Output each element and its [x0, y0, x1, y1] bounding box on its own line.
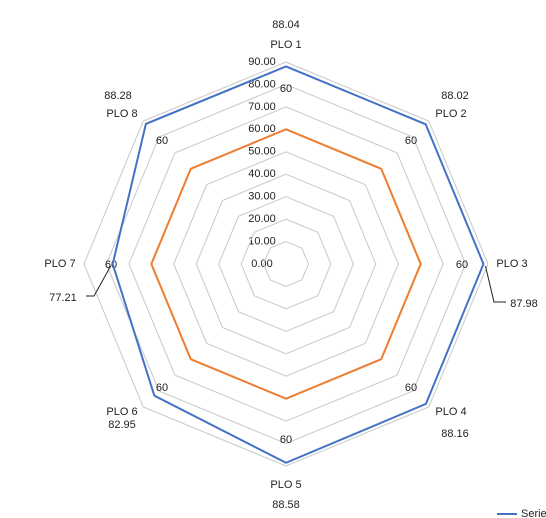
data-label: 87.98	[510, 298, 538, 310]
data-label: 88.02	[441, 90, 469, 102]
r-tick-label: 50.00	[248, 146, 276, 158]
grid-line	[195, 173, 377, 355]
data-label: 82.95	[108, 419, 136, 431]
category-label: PLO 2	[435, 108, 466, 120]
data-label: 77.21	[49, 292, 77, 304]
data-label: 88.58	[272, 499, 300, 511]
r-tick-label: 10.00	[248, 235, 276, 247]
data-label: 60	[280, 434, 292, 446]
grid-line	[128, 106, 444, 422]
data-label: 60	[456, 259, 468, 271]
r-tick-label: 30.00	[248, 191, 276, 203]
r-tick-label: 90.00	[248, 56, 276, 68]
leader-line	[484, 265, 506, 303]
legend-label: Series1	[521, 508, 546, 518]
series-line	[111, 65, 485, 464]
category-label: PLO 1	[270, 39, 301, 51]
data-label: 60	[405, 382, 417, 394]
series-line	[150, 128, 422, 400]
grid-line	[240, 218, 332, 310]
data-label: 88.04	[272, 19, 300, 31]
data-label: 60	[156, 382, 168, 394]
data-label: 60	[405, 135, 417, 147]
category-label: PLO 7	[44, 258, 75, 270]
r-tick-label: 60.00	[248, 123, 276, 135]
grid-line	[83, 61, 489, 467]
data-label: 88.16	[441, 428, 469, 440]
r-tick-label: 70.00	[248, 101, 276, 113]
grid-line	[150, 128, 422, 400]
category-label: PLO 6	[106, 406, 137, 418]
grid-line	[218, 196, 354, 332]
grid-line	[263, 241, 309, 287]
data-label: 88.28	[104, 90, 132, 102]
r-tick-label: 20.00	[248, 213, 276, 225]
grid-line	[173, 151, 399, 377]
leader-line	[86, 265, 112, 297]
data-label: 60	[280, 83, 292, 95]
r-tick-label: 0.00	[251, 258, 272, 270]
category-label: PLO 4	[435, 406, 466, 418]
grid-line	[105, 83, 467, 445]
category-label: PLO 5	[270, 479, 301, 491]
category-label: PLO 3	[496, 258, 527, 270]
r-tick-label: 40.00	[248, 168, 276, 180]
data-label: 60	[156, 135, 168, 147]
category-label: PLO 8	[106, 108, 137, 120]
r-tick-label: 80.00	[248, 78, 276, 90]
